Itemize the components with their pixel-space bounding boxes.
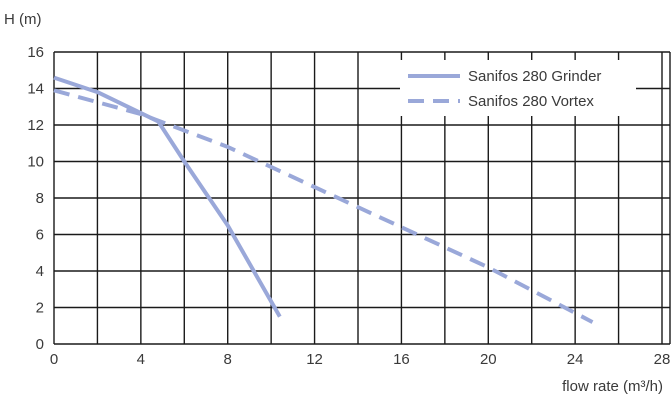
x-tick-label: 28 (654, 351, 671, 368)
x-tick-label: 0 (50, 351, 58, 368)
x-tick-label: 16 (393, 351, 410, 368)
series-lines (53, 75, 594, 324)
y-tick-label: 0 (36, 336, 44, 353)
y-tick-label: 6 (36, 227, 44, 244)
y-tick-label: 14 (27, 81, 44, 98)
y-tick-label: 4 (36, 263, 44, 280)
y-tick-label: 2 (36, 300, 44, 317)
series-line-vortex (53, 88, 594, 324)
x-tick-label: 12 (306, 351, 323, 368)
legend-label-grinder: Sanifos 280 Grinder (468, 68, 601, 85)
y-tick-label: 16 (27, 44, 44, 61)
x-tick-label: 20 (480, 351, 497, 368)
series-line-grinder (53, 75, 282, 318)
x-axis-label: flow rate (m³/h) (562, 378, 663, 395)
x-tick-label: 8 (224, 351, 232, 368)
y-tick-label: 12 (27, 117, 44, 134)
legend: Sanifos 280 Grinder Sanifos 280 Vortex (400, 60, 636, 116)
y-tick-label: 10 (27, 154, 44, 171)
x-tick-label: 24 (567, 351, 584, 368)
y-axis-label: H (m) (4, 11, 42, 28)
y-tick-label: 8 (36, 190, 44, 207)
x-tick-label: 4 (137, 351, 145, 368)
legend-background (400, 60, 636, 116)
legend-label-vortex: Sanifos 280 Vortex (468, 93, 594, 110)
